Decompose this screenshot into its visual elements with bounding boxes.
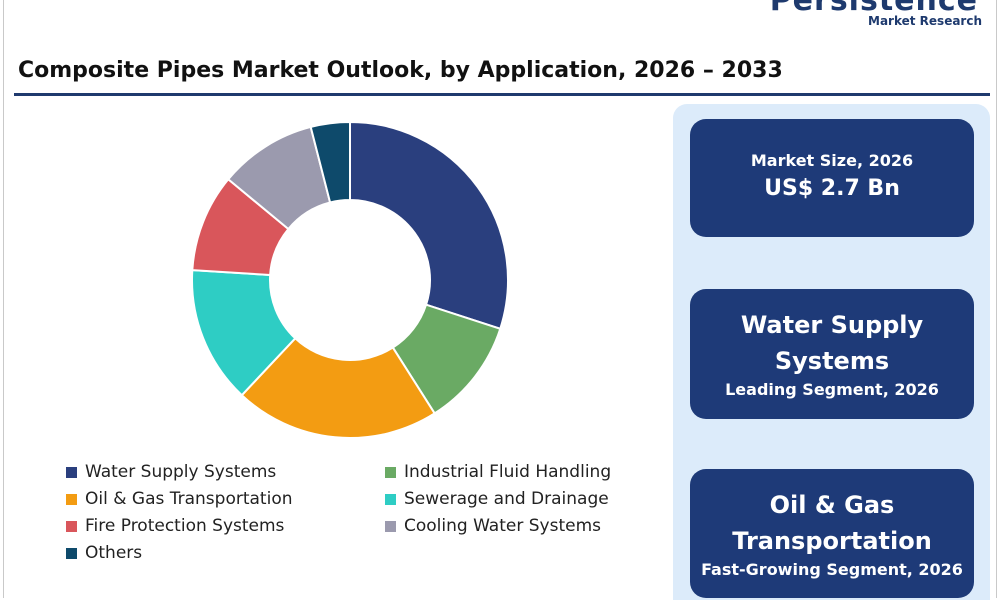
donut-slice-others xyxy=(309,120,351,204)
leading-segment-name-line1: Water Supply xyxy=(740,311,924,339)
legend-swatch xyxy=(66,520,77,532)
legend-item-sewerage: Sewerage and Drainage xyxy=(385,489,609,509)
legend-label: Industrial Fluid Handling xyxy=(404,462,612,482)
legend-item-industrial-fluid: Industrial Fluid Handling xyxy=(385,462,611,482)
fast-growing-segment-name-line2: Transportation xyxy=(732,526,932,555)
brand-subtitle: Market Research xyxy=(868,14,982,28)
legend-item-water-supply: Water Supply Systems xyxy=(66,462,276,482)
legend-swatch xyxy=(385,493,396,505)
legend-swatch xyxy=(385,520,396,532)
fast-growing-segment-card: Oil & Gas Transportation Fast-Growing Se… xyxy=(690,469,974,598)
leading-segment-label: Leading Segment, 2026 xyxy=(725,380,939,399)
frame xyxy=(3,0,997,598)
fast-growing-segment-label: Fast-Growing Segment, 2026 xyxy=(701,559,963,579)
legend-swatch xyxy=(66,547,77,559)
legend-label: Oil & Gas Transportation xyxy=(85,489,293,509)
legend-swatch xyxy=(66,466,77,478)
title-divider xyxy=(14,93,990,96)
legend-label: Cooling Water Systems xyxy=(404,516,601,536)
legend-label: Water Supply Systems xyxy=(85,462,277,482)
market-size-value: US$ 2.7 Bn xyxy=(764,176,900,201)
legend-item-others: Others xyxy=(66,543,142,563)
leading-segment-name-line2: Systems xyxy=(774,347,890,375)
legend-swatch xyxy=(66,493,77,505)
donut-slice-water-supply-systems xyxy=(349,120,509,331)
page-title: Composite Pipes Market Outlook, by Appli… xyxy=(18,58,783,83)
legend-swatch xyxy=(385,466,396,478)
brand-logo: Persistence xyxy=(769,0,978,18)
legend-item-cooling-water: Cooling Water Systems xyxy=(385,516,601,536)
legend-item-fire-protection: Fire Protection Systems xyxy=(66,516,284,536)
market-size-label: Market Size, 2026 xyxy=(750,151,914,170)
market-size-card: Market Size, 2026 US$ 2.7 Bn xyxy=(690,119,974,237)
leading-segment-card: Water Supply Systems Leading Segment, 20… xyxy=(690,289,974,419)
donut-slice-oil-gas-transportation xyxy=(240,336,437,439)
legend-label: Sewerage and Drainage xyxy=(404,489,609,509)
legend-label: Fire Protection Systems xyxy=(85,516,285,536)
legend-item-oil-gas: Oil & Gas Transportation xyxy=(66,489,293,509)
legend-label: Others xyxy=(85,543,143,563)
donut-chart xyxy=(191,120,509,439)
fast-growing-segment-name-line1: Oil & Gas xyxy=(769,490,895,519)
